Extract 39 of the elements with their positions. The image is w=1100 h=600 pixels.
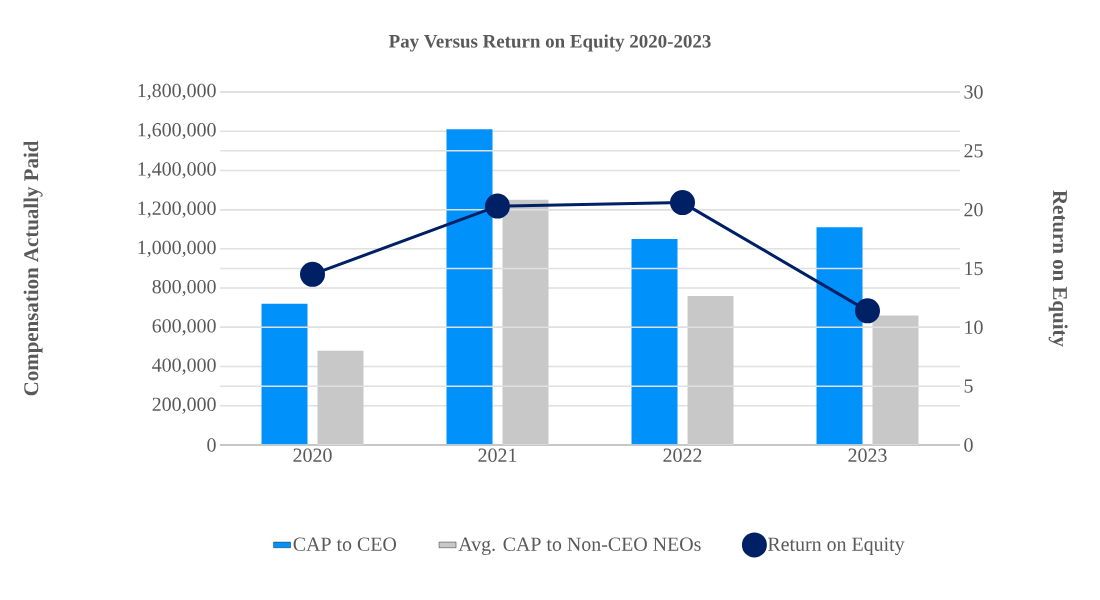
y-tick-label: 1,600,000: [138, 123, 216, 140]
y-tick-label: 600,000: [152, 319, 216, 336]
bar: [502, 199, 549, 445]
y-tick-label: 0: [207, 438, 216, 452]
point: [670, 190, 696, 216]
bar: [317, 350, 364, 445]
legend-label: Avg. CAP to Non-CEO NEOs: [458, 537, 701, 556]
point: [855, 298, 881, 324]
y-tick-label: 800,000: [152, 279, 216, 297]
y2-tick-label: 25: [964, 144, 983, 158]
y2-tick-label: 30: [964, 85, 983, 99]
point: [485, 193, 511, 219]
y-tick-label: 1,000,000: [138, 240, 216, 258]
bar: [687, 295, 734, 445]
y2-axis-title: Return on Equity: [1048, 190, 1068, 347]
chart-title: Pay Versus Return on Equity 2020-2023: [388, 34, 711, 52]
y-tick-label: 400,000: [152, 358, 216, 375]
y-tick-label: 1,800,000: [138, 83, 216, 101]
y2-tick-label: 20: [964, 202, 983, 217]
y2-tick-label: 0: [964, 438, 973, 452]
y-axis-title: Compensation Actually Paid: [23, 140, 43, 396]
legend-label: CAP to CEO: [293, 537, 397, 551]
y-tick-label: 1,200,000: [138, 201, 216, 218]
bar: [816, 227, 863, 445]
bar: [872, 315, 919, 445]
x-tick-label: 2020: [293, 448, 332, 462]
x-tick-label: 2021: [478, 448, 517, 462]
bar: [446, 129, 493, 445]
x-tick-label: 2022: [663, 448, 702, 462]
bar: [631, 239, 678, 445]
y-tick-label: 1,400,000: [138, 162, 216, 179]
x-tick-label: 2023: [848, 448, 887, 462]
bar: [261, 303, 308, 445]
point: [300, 261, 326, 287]
y2-tick-label: 15: [965, 261, 983, 276]
y-tick-label: 200,000: [152, 397, 216, 414]
legend-label: Return on Equity: [767, 537, 905, 556]
y2-tick-label: 5: [964, 379, 973, 393]
y2-tick-label: 10: [965, 320, 983, 335]
